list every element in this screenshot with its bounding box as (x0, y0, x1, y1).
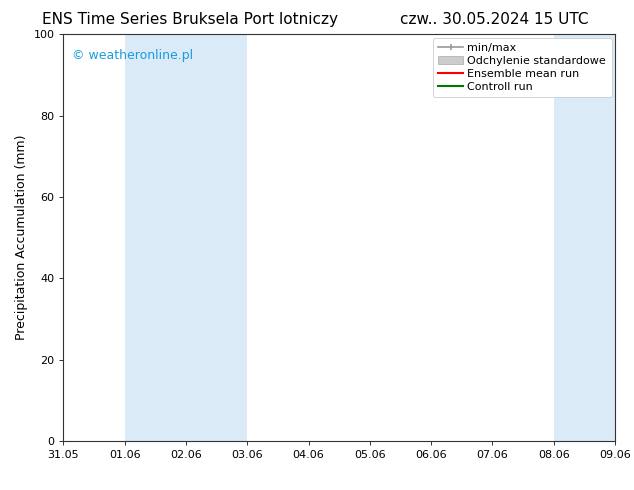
Bar (553, 34, 634, 441)
Text: ENS Time Series Bruksela Port lotniczy: ENS Time Series Bruksela Port lotniczy (42, 12, 338, 27)
Bar (125, 34, 247, 441)
Text: czw.. 30.05.2024 15 UTC: czw.. 30.05.2024 15 UTC (400, 12, 589, 27)
Legend: min/max, Odchylenie standardowe, Ensemble mean run, Controll run: min/max, Odchylenie standardowe, Ensembl… (433, 38, 612, 97)
Y-axis label: Precipitation Accumulation (mm): Precipitation Accumulation (mm) (15, 135, 28, 341)
Text: © weatheronline.pl: © weatheronline.pl (72, 49, 193, 62)
